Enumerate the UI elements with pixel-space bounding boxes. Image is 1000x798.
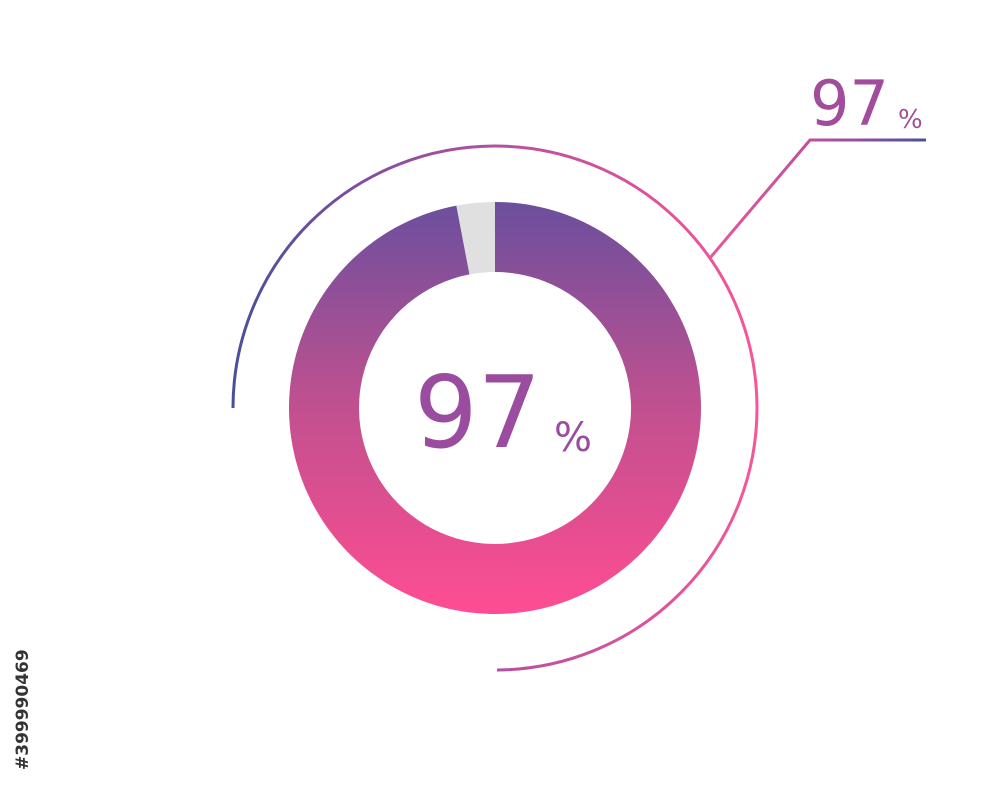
decor-arc xyxy=(231,144,759,672)
donut xyxy=(288,202,701,614)
callout-unit: % xyxy=(898,105,923,135)
center-unit: % xyxy=(554,415,592,461)
stock-id: #399990469 xyxy=(13,649,33,770)
center-value: 97 xyxy=(414,354,541,471)
callout-value: 97 xyxy=(810,67,889,140)
donut-segment xyxy=(288,202,701,614)
callout-line xyxy=(708,138,926,259)
donut-segment xyxy=(456,202,495,275)
